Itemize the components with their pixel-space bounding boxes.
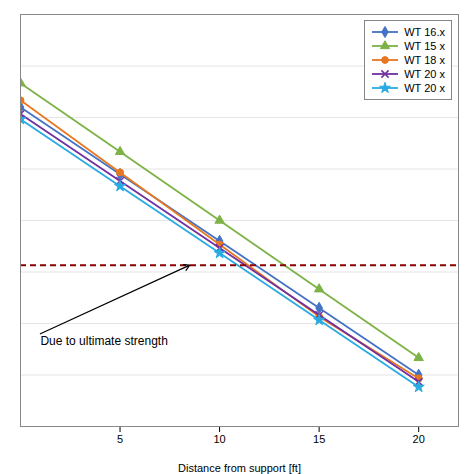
svg-text:5: 5 — [117, 433, 123, 445]
html-text:WT 20 x: WT 20 x — [404, 82, 445, 94]
svg-text:10: 10 — [213, 433, 225, 445]
svg-text:Distance from support [ft]: Distance from support [ft] — [178, 462, 301, 474]
svg-text:20: 20 — [413, 433, 425, 445]
svg-text:Due to ultimate strength: Due to ultimate strength — [40, 334, 167, 348]
html-text:WT 15 x: WT 15 x — [404, 40, 445, 52]
html-text:WT 16.x: WT 16.x — [404, 26, 445, 38]
html-text:WT 20 x: WT 20 x — [404, 68, 445, 80]
svg-text:15: 15 — [313, 433, 325, 445]
html-text:WT 18 x: WT 18 x — [404, 54, 445, 66]
